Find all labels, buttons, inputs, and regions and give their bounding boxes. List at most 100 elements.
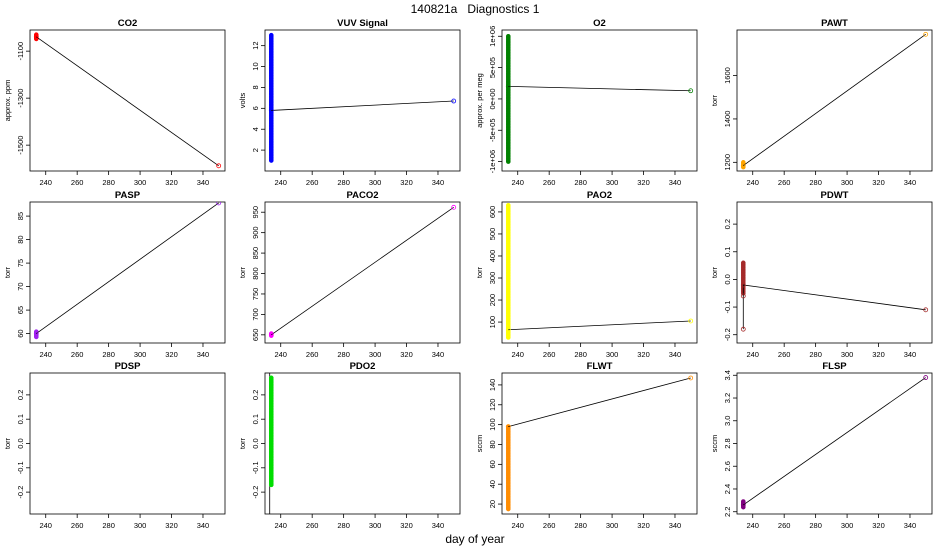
- y-tick-label: 12: [251, 41, 260, 49]
- data-point: [451, 98, 457, 104]
- y-axis-label: approx. per meg: [475, 73, 484, 128]
- x-tick-label: 260: [778, 350, 791, 359]
- y-tick-label: 700: [251, 308, 260, 321]
- plot-area: [505, 203, 694, 340]
- x-tick-label: 260: [71, 178, 84, 187]
- y-tick-label: 120: [488, 399, 497, 412]
- y-tick-label: 3.2: [723, 393, 732, 403]
- x-tick-label: 340: [669, 350, 682, 359]
- x-tick-label: 260: [306, 350, 319, 359]
- y-tick-label: 1600: [723, 67, 732, 84]
- panel-title: PAO2: [587, 190, 612, 201]
- plot-area: [268, 373, 274, 514]
- y-tick-label: 900: [251, 226, 260, 239]
- panel-pdsp: PDSP 240 260 280 300 320 340 -0.2 -0.1 0.0 0.1 0.2 t…: [3, 361, 226, 530]
- panel-title: PAWT: [821, 18, 848, 29]
- x-tick-label: 240: [274, 521, 287, 530]
- y-tick-label: 600: [488, 206, 497, 219]
- x-tick-label: 240: [39, 178, 52, 187]
- plot-frame: [736, 372, 933, 515]
- x-tick-label: 240: [274, 178, 287, 187]
- x-tick-label: 320: [400, 178, 413, 187]
- plot-area: [740, 375, 929, 510]
- x-tick-label: 340: [197, 350, 210, 359]
- y-tick-label: 20: [488, 500, 497, 508]
- data-point: [216, 202, 222, 206]
- y-tick-label: 60: [16, 329, 25, 337]
- panel-title: PACO2: [346, 190, 378, 201]
- data-point: [268, 482, 274, 488]
- data-point: [740, 163, 746, 168]
- y-axis-label: torr: [710, 266, 719, 278]
- y-tick-label: 400: [488, 250, 497, 263]
- y-tick-label: 750: [251, 288, 260, 301]
- y-tick-label: 3.0: [723, 416, 732, 426]
- y-axis-label: torr: [475, 266, 484, 278]
- x-tick-label: 340: [669, 178, 682, 187]
- data-point: [451, 204, 457, 210]
- plot-frame: [736, 201, 933, 344]
- data-point: [923, 307, 929, 313]
- y-tick-label: 0.0: [251, 438, 260, 448]
- plot-frame: [501, 29, 698, 172]
- x-tick-label: 340: [197, 521, 210, 530]
- y-tick-label: -0.2: [723, 328, 732, 341]
- panel-pdo2: PDO2 240 260 280 300 320 340 -0.2 -0.1 0.0 0.1 0.2 t…: [238, 361, 461, 530]
- y-tick-label: 950: [251, 206, 260, 219]
- data-point: [688, 375, 694, 381]
- x-tick-label: 240: [39, 521, 52, 530]
- x-tick-label: 280: [574, 521, 587, 530]
- x-tick-label: 320: [165, 350, 178, 359]
- y-tick-label: 0.2: [723, 219, 732, 229]
- data-point: [505, 424, 511, 430]
- x-tick-label: 320: [637, 178, 650, 187]
- data-point: [740, 293, 746, 299]
- x-tick-label: 240: [39, 350, 52, 359]
- plot-frame: [29, 372, 226, 515]
- y-tick-label: 65: [16, 306, 25, 314]
- plot-frame: [736, 29, 933, 172]
- y-tick-label: 85: [16, 212, 25, 220]
- y-tick-label: 0.0: [723, 274, 732, 284]
- panel-vuv-signal: VUV Signal 240 260 280 300 320 340 2 4 6 8 10 12 volt…: [238, 18, 461, 187]
- series-line: [36, 36, 219, 167]
- panel-pao2: PAO2 240 260 280 300 320 340 100 200 300 400 500 600…: [475, 190, 698, 359]
- y-tick-label: -1100: [16, 42, 25, 61]
- y-tick-label: 500: [488, 228, 497, 241]
- x-tick-label: 340: [904, 350, 917, 359]
- data-point: [505, 506, 511, 512]
- x-tick-label: 300: [369, 178, 382, 187]
- y-tick-label: 200: [488, 294, 497, 307]
- y-tick-label: 70: [16, 282, 25, 290]
- series-line: [508, 377, 691, 428]
- y-tick-label: 2: [251, 148, 260, 152]
- y-tick-label: 80: [488, 440, 497, 448]
- panel-title: PASP: [115, 190, 141, 201]
- y-tick-label: 0e+00: [488, 88, 497, 109]
- y-tick-label: 60: [488, 460, 497, 468]
- x-tick-label: 280: [337, 521, 350, 530]
- x-tick-label: 260: [71, 521, 84, 530]
- x-tick-label: 320: [400, 350, 413, 359]
- x-tick-label: 240: [511, 178, 524, 187]
- x-tick-label: 260: [778, 178, 791, 187]
- y-tick-label: 40: [488, 480, 497, 488]
- x-tick-label: 300: [606, 178, 619, 187]
- plot-frame: [501, 372, 698, 515]
- x-tick-label: 340: [432, 350, 445, 359]
- x-tick-label: 340: [904, 521, 917, 530]
- data-point: [923, 375, 929, 380]
- series-line: [743, 377, 926, 506]
- y-tick-label: 10: [251, 62, 260, 70]
- x-tick-label: 320: [872, 521, 885, 530]
- data-point: [688, 318, 694, 324]
- y-tick-label: -0.2: [16, 486, 25, 499]
- y-tick-label: -1e+06: [488, 150, 497, 174]
- x-tick-label: 280: [102, 178, 115, 187]
- plot-area: [740, 31, 929, 170]
- data-point: [505, 159, 511, 164]
- data-point: [268, 108, 274, 113]
- y-tick-label: 1e+06: [488, 26, 497, 47]
- panel-pasp: PASP 240 260 280 300 320 340 60 65 70 75 80 85 torr: [3, 190, 226, 359]
- y-tick-label: -0.1: [251, 461, 260, 474]
